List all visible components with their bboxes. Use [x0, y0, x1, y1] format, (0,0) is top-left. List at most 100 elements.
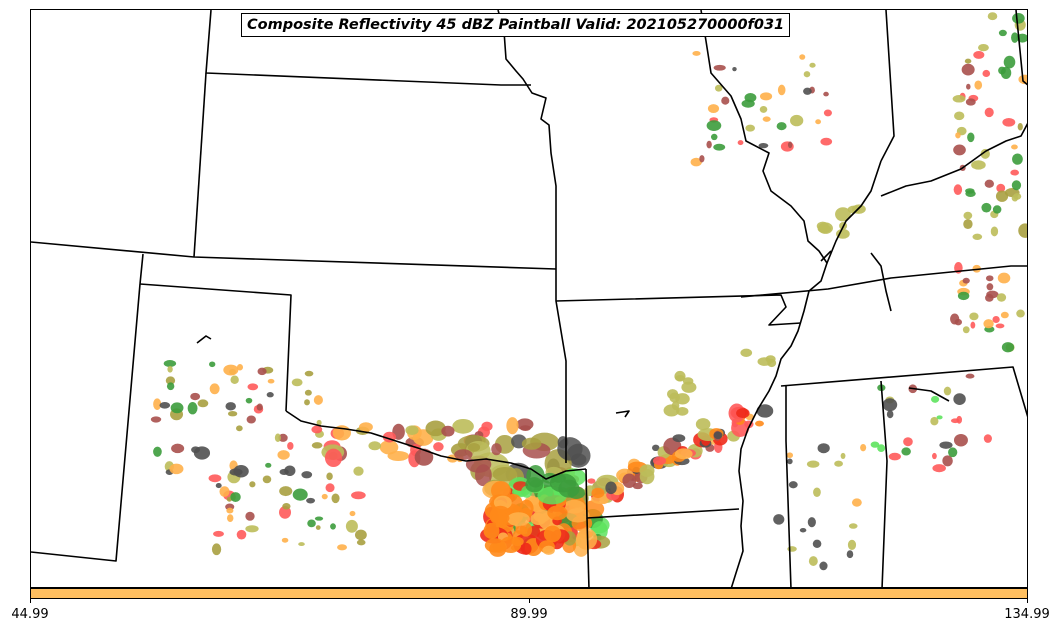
reflectivity-cell [551, 473, 566, 483]
reflectivity-cell [817, 443, 830, 454]
reflectivity-cell [983, 319, 994, 329]
reflectivity-cell [707, 104, 720, 114]
reflectivity-cell [467, 442, 481, 452]
reflectivity-cell [298, 542, 305, 547]
reflectivity-cell [713, 431, 723, 440]
state-boundary [31, 241, 557, 270]
reflectivity-cell [756, 404, 774, 418]
reflectivity-cell [414, 448, 434, 466]
reflectivity-cell [525, 477, 544, 493]
reflectivity-cell [998, 29, 1007, 37]
reflectivity-cell [808, 556, 818, 566]
reflectivity-cell [965, 373, 975, 379]
reflectivity-cell [971, 160, 986, 170]
reflectivity-cell [888, 452, 901, 461]
reflectivity-cell [225, 402, 236, 411]
reflectivity-cell [484, 538, 506, 553]
reflectivity-cell [245, 525, 259, 533]
reflectivity-cell [931, 395, 940, 403]
reflectivity-cell [213, 530, 224, 537]
reflectivity-cell [492, 467, 518, 482]
reflectivity-cell [197, 399, 209, 408]
reflectivity-cell [165, 376, 176, 385]
lake-outline [615, 410, 630, 418]
state-boundary [740, 265, 1027, 298]
reflectivity-cell [982, 69, 991, 78]
reflectivity-cell [803, 71, 811, 78]
reflectivity-cell [1011, 32, 1019, 43]
reflectivity-cell [167, 365, 173, 373]
state-boundary [785, 385, 792, 587]
reflectivity-cell [984, 179, 995, 188]
reflectivity-cell [520, 542, 532, 555]
reflectivity-cell [651, 444, 660, 452]
reflectivity-cell [506, 417, 519, 435]
reflectivity-cell [227, 411, 238, 417]
reflectivity-cell [755, 420, 764, 427]
reflectivity-cell [153, 398, 162, 411]
reflectivity-cell [1017, 122, 1023, 131]
reflectivity-cell [773, 514, 785, 525]
reflectivity-cell [860, 443, 867, 452]
reflectivity-cell [454, 449, 473, 460]
reflectivity-cell [433, 442, 444, 452]
reflectivity-cell [230, 492, 241, 502]
reflectivity-cell [325, 483, 335, 493]
reflectivity-cell [932, 464, 946, 473]
reflectivity-cell [699, 155, 705, 163]
reflectivity-cell [475, 464, 492, 487]
reflectivity-cell [737, 140, 744, 146]
reflectivity-cell [171, 443, 185, 454]
reflectivity-cell [521, 437, 542, 450]
reflectivity-cell [330, 523, 336, 530]
state-boundary [555, 269, 567, 463]
reflectivity-cell [353, 466, 364, 476]
reflectivity-cell [265, 462, 272, 468]
reflectivity-cell [351, 491, 366, 500]
reflectivity-cell [813, 487, 821, 497]
reflectivity-cell [675, 393, 690, 405]
reflectivity-cell [639, 464, 655, 478]
reflectivity-cell [787, 458, 793, 465]
reflectivity-cell [714, 84, 723, 92]
reflectivity-cell [163, 360, 177, 367]
reflectivity-cell [930, 416, 939, 426]
reflectivity-cell [519, 499, 534, 517]
reflectivity-cell [481, 421, 493, 432]
reflectivity-cell [759, 105, 768, 113]
reflectivity-cell [257, 367, 267, 376]
reflectivity-cell [985, 275, 994, 282]
reflectivity-cell [226, 507, 234, 514]
reflectivity-cell [311, 425, 323, 434]
reflectivity-cell [1012, 12, 1025, 24]
reflectivity-cell [998, 66, 1006, 75]
reflectivity-cell [986, 283, 994, 291]
reflectivity-cell [799, 527, 807, 533]
reflectivity-cell [519, 425, 531, 432]
reflectivity-cell [575, 528, 598, 550]
river-boundary [826, 160, 882, 264]
river-boundary [700, 10, 828, 587]
reflectivity-cell [965, 188, 975, 194]
reflectivity-cell [903, 437, 913, 447]
river-boundary [870, 252, 892, 312]
reflectivity-cell [405, 425, 419, 436]
reflectivity-cell [932, 452, 937, 460]
reflectivity-cell [1011, 144, 1018, 150]
reflectivity-cell [762, 116, 771, 122]
reflectivity-cell [209, 361, 216, 368]
reflectivity-cell [952, 94, 966, 103]
reflectivity-cell [953, 393, 966, 405]
reflectivity-cell [984, 107, 994, 118]
reflectivity-cell [278, 433, 288, 442]
reflectivity-cell [256, 403, 263, 411]
lake-outline [908, 387, 950, 402]
state-boundary [31, 283, 141, 562]
reflectivity-cell [304, 399, 310, 406]
reflectivity-cell [787, 141, 793, 149]
colorbar-tick [30, 599, 31, 603]
reflectivity-cell [1000, 311, 1009, 319]
reflectivity-cell [1003, 55, 1016, 69]
reflectivity-cell [995, 190, 1009, 202]
map-panel [30, 9, 1028, 588]
